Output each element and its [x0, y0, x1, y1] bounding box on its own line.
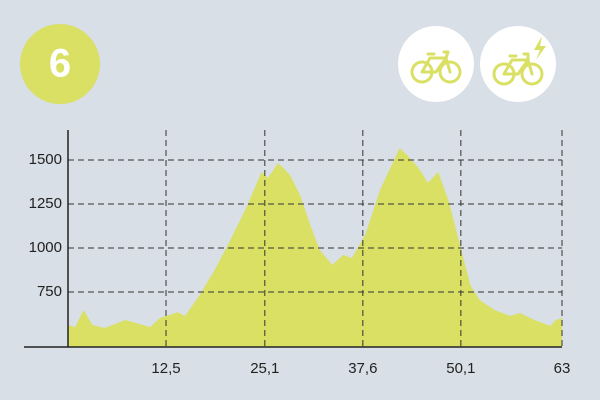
badge-number: 6	[49, 42, 71, 86]
x-tick-label: 63	[554, 360, 571, 377]
elevation-area	[68, 147, 562, 347]
y-tick-label: 1000	[29, 239, 62, 256]
x-tick-label: 25,1	[250, 360, 279, 377]
ebike-icon	[480, 26, 556, 102]
x-tick-label: 12,5	[151, 360, 180, 377]
y-tick-label: 1250	[29, 195, 62, 212]
y-tick-label: 1500	[29, 151, 62, 168]
x-tick-label: 37,6	[348, 360, 377, 377]
badge-circle	[20, 24, 100, 104]
bike-icon	[398, 26, 474, 102]
y-tick-label: 750	[37, 283, 62, 300]
x-tick-label: 50,1	[446, 360, 475, 377]
